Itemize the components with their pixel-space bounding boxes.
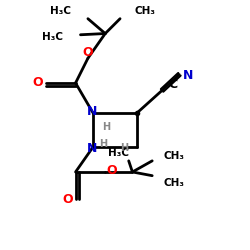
Text: O: O [62, 193, 73, 206]
Text: H: H [100, 138, 108, 148]
Text: N: N [87, 105, 98, 118]
Text: N: N [183, 69, 194, 82]
Text: O: O [33, 76, 43, 90]
Text: O: O [107, 164, 118, 177]
Text: N: N [87, 142, 98, 155]
Text: C: C [168, 78, 177, 91]
Text: H₃C: H₃C [50, 6, 70, 16]
Text: H: H [120, 143, 128, 153]
Text: CH₃: CH₃ [135, 6, 156, 16]
Text: CH₃: CH₃ [163, 151, 184, 161]
Text: CH₃: CH₃ [163, 178, 184, 188]
Text: H: H [102, 122, 110, 132]
Text: O: O [82, 46, 93, 59]
Text: H₃C: H₃C [108, 148, 129, 158]
Text: H₃C: H₃C [42, 32, 63, 42]
